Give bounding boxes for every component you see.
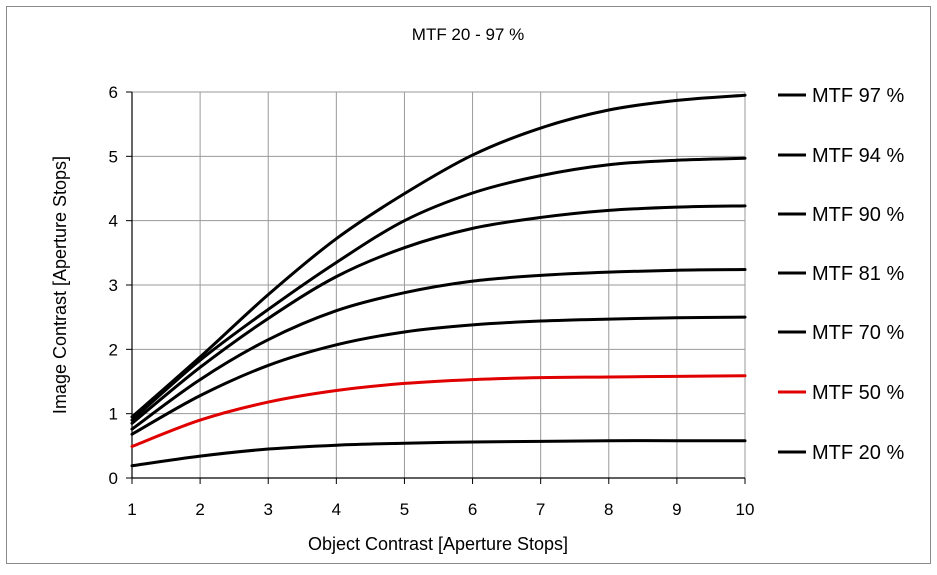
legend-label: MTF 90 % (812, 204, 904, 226)
legend-item-mtf-50: MTF 50 % (778, 382, 904, 404)
series-line-mtf-97 (130, 93, 747, 419)
y-tick-label: 4 (109, 212, 118, 231)
x-tick-label: 7 (536, 500, 545, 519)
y-tick-label: 6 (109, 83, 118, 102)
y-tick-label: 5 (109, 147, 118, 166)
legend-item-mtf-81: MTF 81 % (778, 263, 904, 285)
x-tick-label: 2 (195, 500, 204, 519)
legend-item-mtf-94: MTF 94 % (778, 145, 904, 167)
y-axis-label: Image Contrast [Aperture Stops] (50, 156, 70, 414)
x-tick-label: 10 (736, 500, 755, 519)
x-tick-label: 4 (332, 500, 341, 519)
y-tick-label: 3 (109, 276, 118, 295)
y-tick-label: 2 (109, 340, 118, 359)
series-line-mtf-50 (130, 374, 747, 448)
legend-label: MTF 50 % (812, 382, 904, 404)
series-line-mtf-94 (130, 156, 747, 422)
legend-item-mtf-70: MTF 70 % (778, 322, 904, 344)
legend-item-mtf-90: MTF 90 % (778, 204, 904, 226)
chart-title: MTF 20 - 97 % (412, 25, 524, 44)
y-tick-label: 1 (109, 405, 118, 424)
legend-layer: MTF 97 % MTF 94 % MTF 90 % MTF 81 % MTF 70 %… (778, 85, 904, 464)
x-tick-label: 5 (400, 500, 409, 519)
series-line-mtf-20 (130, 439, 747, 468)
legend-item-mtf-97: MTF 97 % (778, 85, 904, 107)
legend-label: MTF 94 % (812, 145, 904, 167)
series-line-mtf-90 (130, 204, 747, 425)
series-line-mtf-81 (130, 268, 747, 431)
x-tick-label: 6 (468, 500, 477, 519)
legend-label: MTF 20 % (812, 442, 904, 464)
x-tick-label: 9 (672, 500, 681, 519)
legend-label: MTF 97 % (812, 85, 904, 107)
x-tick-label: 3 (263, 500, 272, 519)
x-tick-label: 1 (127, 500, 136, 519)
series-layer (130, 93, 747, 468)
legend-label: MTF 70 % (812, 322, 904, 344)
legend-label: MTF 81 % (812, 263, 904, 285)
y-tick-label: 0 (109, 469, 118, 488)
series-line-mtf-70 (130, 315, 747, 436)
legend-item-mtf-20: MTF 20 % (778, 442, 904, 464)
x-tick-label: 8 (604, 500, 613, 519)
x-axis-label: Object Contrast [Aperture Stops] (308, 534, 568, 554)
grid-layer (132, 91, 746, 478)
